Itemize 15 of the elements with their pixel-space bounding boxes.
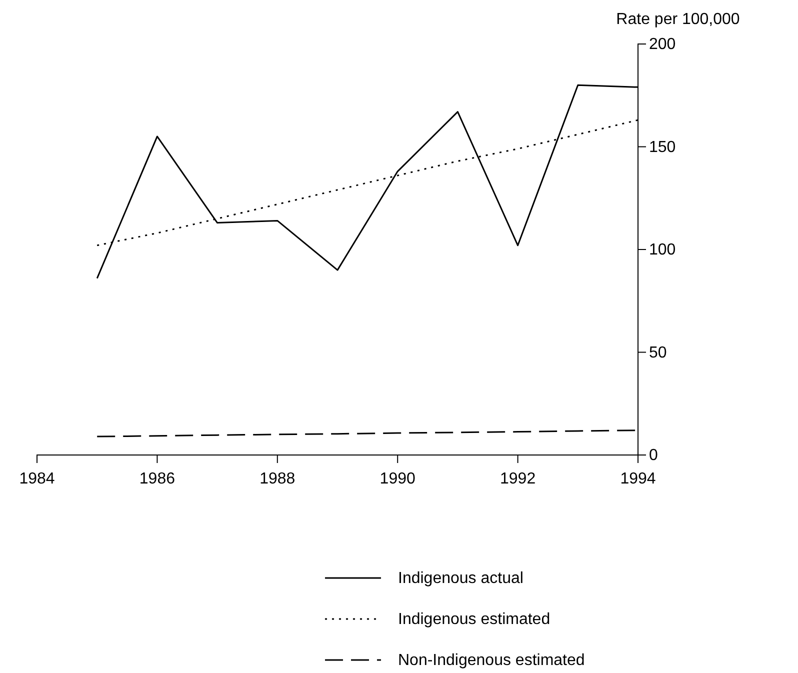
y-tick-label: 150	[649, 138, 676, 156]
legend-label: Indigenous estimated	[398, 611, 550, 628]
x-tick-label: 1990	[380, 470, 416, 488]
legend-label: Non-Indigenous estimated	[398, 652, 585, 669]
y-tick-label: 0	[649, 447, 658, 464]
y-tick-label: 100	[649, 242, 676, 259]
x-tick-label: 1984	[19, 470, 55, 488]
legend-label: Indigenous actual	[398, 570, 524, 587]
y-tick-label: 200	[649, 36, 676, 54]
x-tick-label: 1986	[139, 470, 176, 488]
x-tick-label: 1992	[500, 470, 536, 488]
y-tick-label: 50	[649, 344, 667, 362]
x-tick-label: 1988	[260, 470, 296, 488]
x-tick-label: 1994	[620, 470, 656, 488]
y-axis-title: Rate per 100,000	[616, 11, 740, 28]
